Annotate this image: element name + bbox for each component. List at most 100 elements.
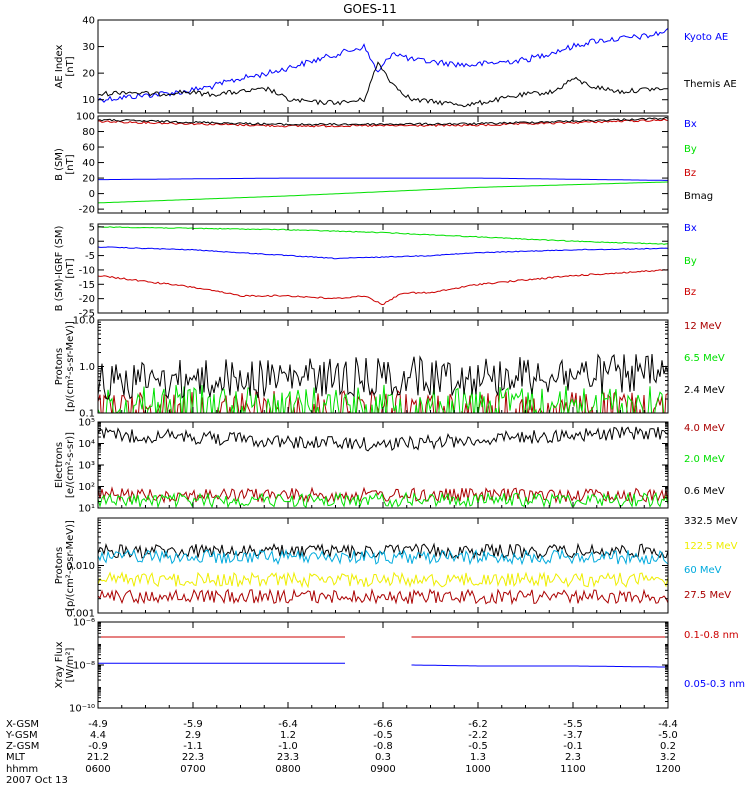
ytick-label-electrons-2: 10³	[78, 461, 95, 472]
ytick-label-b-6: 100	[76, 112, 95, 123]
ytick-label-b-4: 60	[82, 143, 95, 154]
panel-frame	[97, 115, 669, 214]
series-group	[98, 636, 668, 668]
yunit-ae: [nT]	[65, 56, 76, 76]
panel-hiprotons: 332.5 MeV 122.5 MeV 60 MeV 27.5 MeV 0.001 0.0…	[54, 516, 738, 620]
ytick-label-hiprotons-1: 0.010	[66, 561, 95, 572]
panel-protons: 12 MeV 6.5 MeV 2.4 MeV 0.1 1.0 10.0 Protons [p/…	[54, 316, 725, 420]
legend-b-2: Bz	[684, 168, 696, 179]
legend-hiprotons-0: 332.5 MeV	[684, 516, 738, 527]
xaxis-value-3-1: 22.3	[182, 752, 204, 763]
x-axis-table: X-GSM -4.9 -5.9 -6.4 -6.6 -6.2 -5.5 -4.4 Y-GSM 4.…	[5, 719, 681, 786]
legend-ae-0: Kyoto AE	[684, 32, 728, 43]
series-group	[98, 542, 668, 606]
legend-b-1: By	[684, 144, 697, 155]
ytick-label-electrons-3: 10⁴	[78, 439, 95, 450]
ytick-label-b-3: 40	[82, 158, 95, 169]
legend-b-3: Bmag	[684, 191, 713, 202]
xaxis-value-1-3: -0.5	[373, 730, 393, 741]
ytick-label-hiprotons-0: 0.001	[66, 609, 95, 620]
xaxis-value-1-0: 4.4	[90, 730, 106, 741]
series-line-protons-1	[98, 384, 665, 413]
yunit-hiprotons: [p/(cm²-s-sr-MeV)]	[65, 520, 76, 611]
ytick-label-b-1: 0	[89, 189, 95, 200]
yunit-xray: [W/m²]	[65, 647, 76, 682]
ylabel-protons: Protons	[54, 348, 65, 385]
ylabel-ae: AE Index	[54, 44, 65, 88]
ytick-label-xray-1: 10⁻⁸	[73, 661, 95, 672]
legend-bigrf-1: By	[684, 256, 697, 267]
xaxis-value-2-4: -0.5	[468, 741, 488, 752]
xaxis-row-label-4: hhmm	[6, 764, 38, 775]
panel-frame	[97, 223, 669, 314]
xaxis-value-4-6: 1200	[655, 764, 680, 775]
legend-hiprotons-2: 60 MeV	[684, 565, 722, 576]
panel-bigrf: Bx By Bz -25 -20 -15 -10 -5 0 5 B (SM)-IGRF (SM) [n…	[54, 222, 697, 319]
ytick-label-bigrf-6: 5	[89, 222, 95, 233]
series-line-bigrf-0	[98, 246, 668, 260]
ytick-label-ae-1: 20	[82, 69, 95, 80]
legend-protons-0: 12 MeV	[684, 321, 722, 332]
xaxis-value-0-2: -6.4	[278, 719, 298, 730]
xaxis-value-3-0: 21.2	[87, 752, 109, 763]
ytick-label-b-0: -20	[79, 205, 95, 216]
series-group	[98, 353, 668, 413]
xaxis-value-2-2: -1.0	[278, 741, 298, 752]
xaxis-value-1-5: -3.7	[563, 730, 583, 741]
series-line-hiprotons-2	[98, 548, 668, 566]
series-line-electrons-2	[98, 426, 668, 452]
xaxis-value-4-0: 0600	[85, 764, 110, 775]
xaxis-value-1-1: 2.9	[185, 730, 201, 741]
ytick-label-electrons-4: 10⁵	[78, 418, 95, 429]
panel-frame	[97, 19, 669, 114]
ytick-label-bigrf-5: 0	[89, 237, 95, 248]
series-line-b-1	[98, 181, 668, 204]
legend-bigrf-0: Bx	[684, 223, 697, 234]
panel-xray: 0.1-0.8 nm 0.05-0.3 nm 10⁻¹⁰ 10⁻⁸ 10⁻⁶ Xray F…	[54, 618, 745, 715]
series-line-ae-1	[98, 61, 668, 108]
xaxis-value-2-5: -0.1	[563, 741, 583, 752]
legend-protons-1: 6.5 MeV	[684, 353, 725, 364]
ytick-label-bigrf-3: -10	[79, 265, 95, 276]
series-line-b-2	[98, 118, 668, 128]
ylabel-xray: Xray Flux	[54, 641, 65, 688]
xaxis-value-0-0: -4.9	[88, 719, 108, 730]
xaxis-value-4-2: 0800	[275, 764, 300, 775]
panel-ae: Kyoto AE Themis AE 10 20 30 40 AE Index [nT]	[54, 16, 737, 114]
yunit-bigrf: [nT]	[65, 258, 76, 278]
ytick-label-protons-0: 0.1	[79, 409, 95, 420]
xaxis-value-2-0: -0.9	[88, 741, 108, 752]
xaxis-value-3-6: 3.2	[660, 752, 676, 763]
xaxis-value-4-1: 0700	[180, 764, 205, 775]
xaxis-value-0-5: -5.5	[563, 719, 583, 730]
xaxis-value-0-3: -6.6	[373, 719, 393, 730]
ytick-label-bigrf-0: -25	[79, 309, 95, 320]
series-group	[98, 116, 668, 204]
xaxis-date: 2007 Oct 13	[6, 775, 68, 786]
xaxis-value-1-4: -2.2	[468, 730, 488, 741]
legend-hiprotons-1: 122.5 MeV	[684, 541, 738, 552]
xaxis-value-2-6: 0.2	[660, 741, 676, 752]
ytick-label-electrons-0: 10¹	[78, 504, 95, 515]
xaxis-value-4-3: 0900	[370, 764, 395, 775]
ylabel-bigrf: B (SM)-IGRF (SM)	[54, 226, 65, 312]
xaxis-row-label-1: Y-GSM	[5, 730, 38, 741]
yunit-b: [nT]	[65, 154, 76, 174]
ytick-label-b-5: 80	[82, 127, 95, 138]
series-line-b-0	[98, 177, 668, 181]
legend-bigrf-2: Bz	[684, 287, 696, 298]
series-group	[98, 426, 668, 508]
ytick-label-xray-0: 10⁻¹⁰	[69, 704, 95, 715]
xaxis-value-3-3: 0.3	[375, 752, 391, 763]
xaxis-value-2-1: -1.1	[183, 741, 203, 752]
xaxis-value-1-6: -5.0	[658, 730, 678, 741]
legend-electrons-1: 2.0 MeV	[684, 454, 725, 465]
panel-electrons: 4.0 MeV 2.0 MeV 0.6 MeV 10¹ 10² 10³ 10⁴ 10⁵ Elec…	[54, 418, 725, 515]
legend-ae-1: Themis AE	[683, 79, 737, 90]
panel-frame	[97, 621, 669, 709]
xaxis-value-0-4: -6.2	[468, 719, 488, 730]
xaxis-value-3-5: 2.3	[565, 752, 581, 763]
series-group	[98, 27, 668, 108]
xaxis-value-3-4: 1.3	[470, 752, 486, 763]
